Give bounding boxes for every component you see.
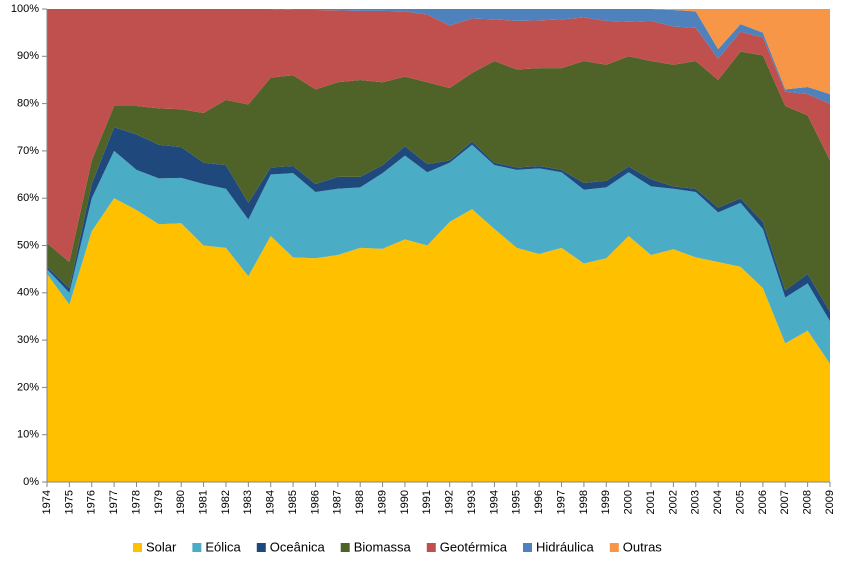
y-tick-label: 70% — [17, 145, 39, 157]
x-tick-label: 1980 — [175, 490, 187, 514]
x-tick-label: 2000 — [623, 490, 635, 514]
y-tick-label: 100% — [11, 3, 39, 15]
y-tick-label: 20% — [17, 381, 39, 393]
y-tick-label: 40% — [17, 287, 39, 299]
x-tick-label: 1981 — [198, 490, 210, 514]
legend-label: Hidráulica — [536, 539, 595, 554]
legend-label: Biomassa — [354, 539, 412, 554]
x-tick-label: 1997 — [555, 490, 567, 514]
x-tick-label: 1983 — [242, 490, 254, 514]
area — [47, 144, 830, 364]
legend-label: Eólica — [205, 539, 241, 554]
area — [47, 9, 830, 263]
y-tick-label: 60% — [17, 192, 39, 204]
x-tick-label: 1993 — [466, 490, 478, 514]
area — [47, 198, 830, 482]
x-tick-label: 1999 — [600, 490, 612, 514]
x-tick-label: 1990 — [399, 490, 411, 514]
x-tick-label: 2008 — [802, 490, 814, 514]
x-tick-label: 1986 — [309, 490, 321, 514]
x-tick-label: 1987 — [332, 490, 344, 514]
legend-label: Oceânica — [270, 539, 326, 554]
legend-swatch — [609, 543, 619, 552]
x-tick-label: 1992 — [444, 490, 456, 514]
x-tick-label: 1989 — [376, 490, 388, 514]
y-tick-label: 30% — [17, 334, 39, 346]
x-tick-label: 2004 — [712, 490, 724, 514]
x-tick-label: 1976 — [86, 490, 98, 514]
legend-label: Solar — [146, 539, 177, 554]
legend-swatch — [340, 543, 350, 552]
x-tick-label: 1988 — [354, 490, 366, 514]
y-tick-label: 0% — [23, 476, 39, 488]
legend-swatch — [522, 543, 532, 552]
y-tick-label: 80% — [17, 98, 39, 110]
legend-swatch — [133, 543, 142, 552]
area — [47, 127, 830, 322]
x-tick-label: 1994 — [488, 490, 500, 514]
x-tick-label: 1996 — [533, 490, 545, 514]
x-tick-label: 1998 — [578, 490, 590, 514]
area — [47, 9, 830, 95]
x-tick-label: 1985 — [287, 490, 299, 514]
legend-label: Geotérmica — [440, 539, 508, 554]
legend-swatch — [426, 543, 436, 552]
x-tick-label: 1991 — [421, 490, 433, 514]
x-tick-label: 1975 — [63, 490, 75, 514]
legend: Solar Eólica Oceânica Biomassa Geotérmica Hid… — [133, 539, 662, 554]
y-tick-label: 50% — [17, 239, 39, 251]
x-tick-label: 1978 — [130, 490, 142, 514]
x-tick-label: 1984 — [265, 490, 277, 514]
x-tick-label: 2006 — [757, 490, 769, 514]
x-tick-label: 2002 — [667, 490, 679, 514]
x-tick-label: 2003 — [690, 490, 702, 514]
x-tick-label: 1979 — [153, 490, 165, 514]
legend-swatch — [192, 543, 202, 552]
x-tick-label: 2001 — [645, 490, 657, 514]
x-tick-label: 1995 — [511, 490, 523, 514]
x-tick-label: 1974 — [41, 490, 53, 514]
x-tick-label: 1982 — [220, 490, 232, 514]
area — [47, 51, 830, 312]
x-tick-label: 1977 — [108, 490, 120, 514]
x-tick-label: 2005 — [734, 490, 746, 514]
y-tick-label: 90% — [17, 50, 39, 62]
legend-swatch — [256, 543, 266, 552]
legend-label: Outras — [623, 539, 663, 554]
x-tick-label: 2007 — [779, 490, 791, 514]
x-tick-label: 2009 — [824, 490, 836, 514]
y-tick-label: 10% — [17, 429, 39, 441]
